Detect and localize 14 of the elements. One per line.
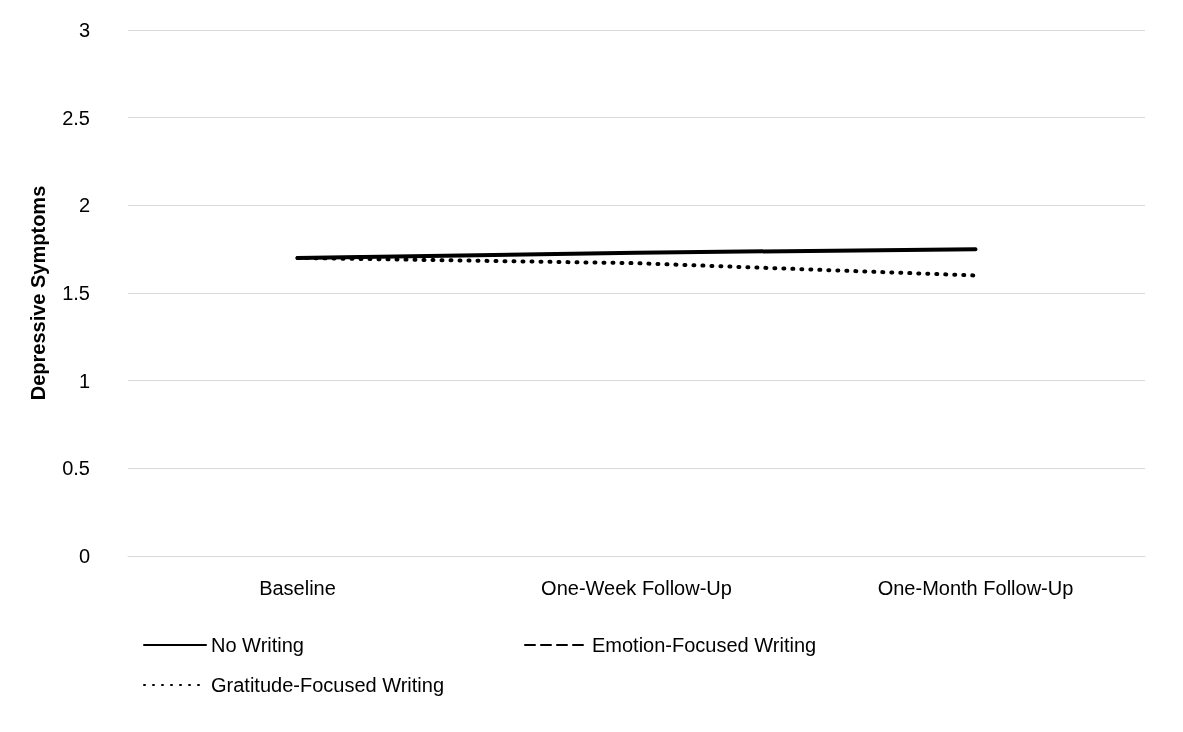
y-axis-title: Depressive Symptoms — [27, 185, 49, 401]
y-tick-label: 2.5 — [62, 106, 90, 129]
legend-label: Gratitude-Focused Writing — [211, 674, 445, 696]
y-tick-label: 2 — [78, 194, 90, 217]
y-tick-label: 0.5 — [62, 457, 90, 480]
y-tick-label: 1.5 — [62, 282, 90, 304]
x-tick-label: One-Month Follow-Up — [877, 577, 1074, 599]
y-tick-label: 1 — [78, 369, 90, 392]
y-tick-label: 0 — [78, 545, 90, 567]
legend-label: Emotion-Focused Writing — [591, 634, 817, 656]
y-tick-label: 3 — [78, 19, 90, 41]
x-tick-label: Baseline — [259, 577, 336, 599]
x-tick-label: One-Week Follow-Up — [541, 577, 732, 599]
legend-label: No Writing — [211, 634, 304, 656]
